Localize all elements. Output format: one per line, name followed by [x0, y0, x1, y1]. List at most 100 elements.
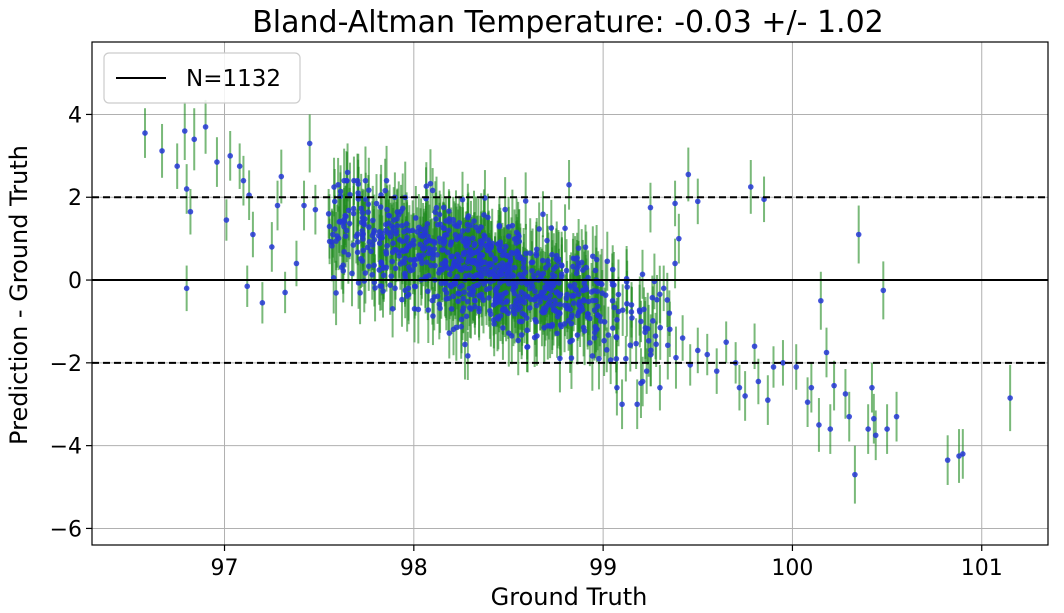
data-point [574, 266, 580, 272]
data-point [611, 304, 618, 311]
data-point [357, 290, 363, 296]
data-point [390, 240, 396, 246]
data-point [505, 310, 512, 317]
data-point [358, 255, 364, 262]
data-point [638, 318, 644, 325]
y-tick-label: −6 [50, 517, 82, 542]
data-point [520, 264, 527, 271]
data-point [462, 341, 468, 348]
data-point [580, 298, 587, 304]
data-point [354, 239, 361, 245]
data-point [656, 291, 663, 298]
data-point [573, 270, 580, 277]
data-point [359, 209, 366, 216]
data-point [609, 297, 616, 304]
data-point [380, 288, 386, 294]
data-point [480, 297, 487, 303]
data-point [347, 191, 353, 198]
data-point [244, 283, 251, 290]
data-point [407, 256, 414, 263]
data-point [343, 227, 350, 234]
legend[interactable]: N=1132 [103, 52, 301, 104]
data-point [568, 355, 575, 361]
y-tick-label: 4 [68, 103, 82, 128]
plot-frame [91, 41, 1049, 546]
data-point [827, 426, 834, 432]
data-point [483, 242, 489, 249]
data-point [540, 270, 547, 277]
data-point [614, 384, 620, 391]
data-point [409, 227, 416, 234]
data-point [434, 293, 441, 300]
data-point [425, 250, 432, 257]
x-ticks: 97 98 99 100 101 [211, 545, 1003, 581]
data-point [872, 432, 879, 439]
data-point [532, 288, 538, 295]
data-point [420, 233, 426, 240]
data-point [542, 295, 548, 301]
data-point [572, 286, 579, 293]
data-point [575, 309, 582, 316]
data-point [808, 384, 815, 391]
data-point [666, 310, 673, 316]
data-point [624, 284, 630, 290]
data-point [372, 285, 378, 291]
data-point [552, 297, 558, 304]
legend-label: N=1132 [186, 66, 281, 92]
data-point [547, 323, 553, 329]
data-point [570, 292, 577, 299]
data-point [274, 202, 281, 209]
data-point [597, 280, 604, 286]
data-point [818, 297, 824, 304]
data-point [240, 177, 247, 184]
data-point [519, 318, 525, 325]
data-point [755, 378, 762, 385]
data-point [511, 236, 518, 242]
data-point [562, 225, 568, 232]
data-point [426, 237, 433, 244]
data-point [183, 186, 190, 192]
y-axis-label: Prediction - Ground Truth [5, 145, 33, 445]
data-point [417, 241, 424, 248]
data-point [371, 262, 377, 269]
data-point [448, 239, 455, 246]
data-point [657, 324, 664, 331]
data-point [174, 163, 180, 169]
data-point [392, 285, 398, 292]
data-point [498, 271, 505, 278]
data-point [400, 248, 407, 255]
data-point [425, 307, 432, 313]
data-point [649, 294, 656, 301]
data-point [584, 314, 591, 320]
data-point [522, 198, 529, 204]
data-point [411, 261, 418, 268]
data-point [619, 401, 625, 408]
data-point [582, 244, 589, 250]
data-point [556, 280, 562, 286]
data-point [505, 233, 512, 240]
data-point [423, 225, 429, 231]
data-point [385, 230, 392, 236]
chart-title: Bland-Altman Temperature: -0.03 +/- 1.02 [252, 5, 884, 40]
data-point [478, 240, 485, 246]
data-point [804, 399, 811, 405]
data-point [455, 298, 461, 305]
data-point [596, 355, 602, 362]
y-tick-label: −4 [50, 435, 82, 460]
data-point [563, 267, 570, 274]
data-point [544, 303, 550, 309]
data-point [544, 285, 550, 292]
data-point [508, 333, 515, 339]
x-tick-label: 98 [400, 556, 428, 581]
data-point [492, 255, 498, 262]
data-point [609, 325, 616, 331]
data-point [893, 413, 900, 420]
data-point [331, 184, 337, 190]
data-point [330, 231, 336, 238]
data-point [411, 283, 418, 290]
data-point [457, 234, 463, 241]
data-point [392, 265, 399, 272]
data-point [470, 235, 476, 241]
data-point [181, 128, 188, 134]
